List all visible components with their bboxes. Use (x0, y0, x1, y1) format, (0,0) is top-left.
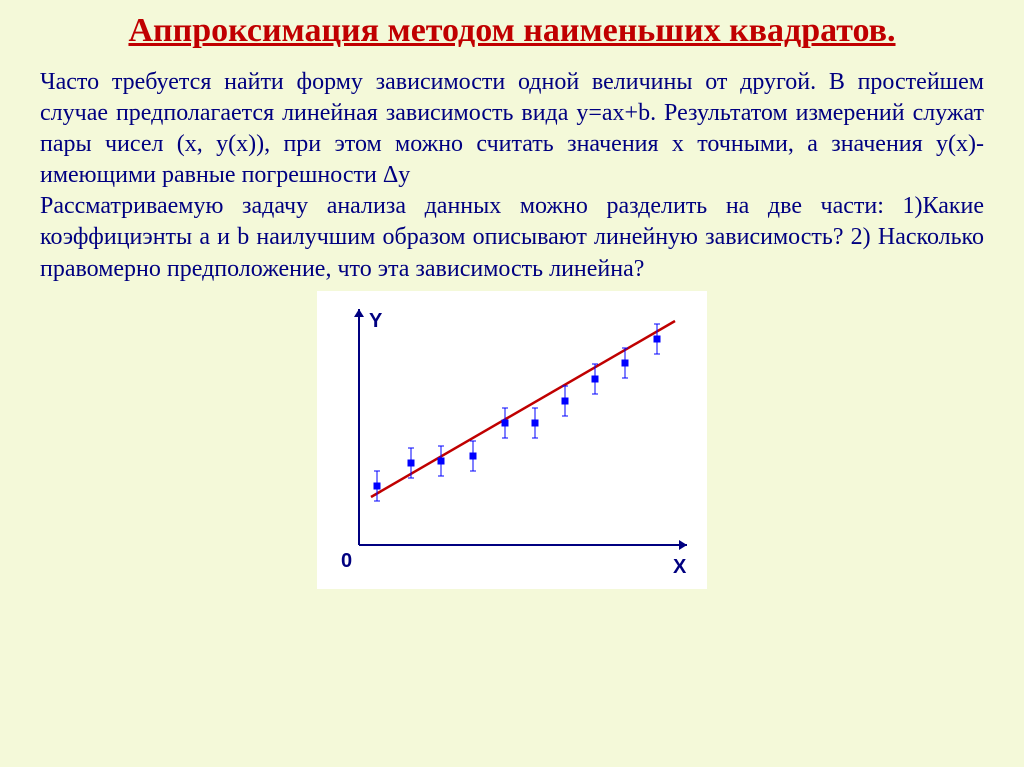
slide-body: Часто требуется найти форму зависимости … (40, 67, 984, 285)
slide-title: Аппроксимация методом наименьших квадрат… (40, 10, 984, 53)
paragraph-2: Рассматриваемую задачу анализа данных мо… (40, 191, 984, 285)
svg-text:Y: Y (369, 310, 383, 332)
svg-text:X: X (673, 556, 687, 578)
paragraph-1: Часто требуется найти форму зависимости … (40, 67, 984, 192)
least-squares-chart: 0 X Y (317, 291, 707, 589)
slide-container: Аппроксимация методом наименьших квадрат… (0, 0, 1024, 614)
svg-text:0: 0 (341, 550, 352, 572)
chart-container: 0 X Y (40, 291, 984, 594)
